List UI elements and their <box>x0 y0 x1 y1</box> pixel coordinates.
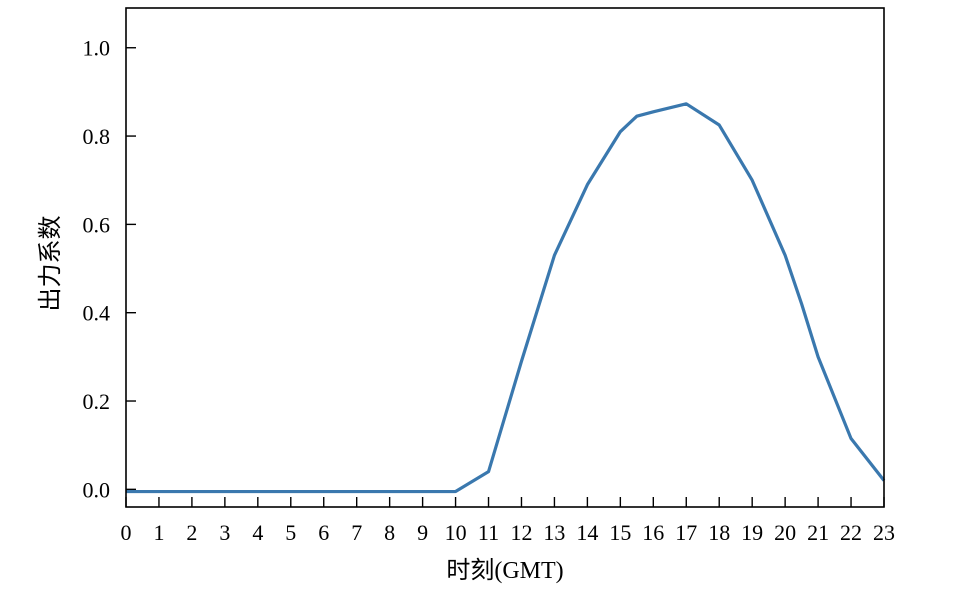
x-tick-label: 15 <box>609 520 631 545</box>
plot-frame <box>125 7 885 508</box>
x-tick-label: 14 <box>576 520 598 545</box>
x-tick-label: 13 <box>543 520 565 545</box>
x-tick-label: 9 <box>417 520 428 545</box>
y-tick-label: 0.8 <box>83 124 111 149</box>
y-tick-label: 0.0 <box>83 477 111 502</box>
x-tick-label: 2 <box>186 520 197 545</box>
x-tick-label: 7 <box>351 520 362 545</box>
x-tick-label: 19 <box>741 520 763 545</box>
series-layer <box>126 102 886 494</box>
x-tick-label: 12 <box>510 520 532 545</box>
y-axis-title: 出力系数 <box>37 216 64 312</box>
y-tick-label: 0.4 <box>83 301 111 326</box>
x-tick-label: 4 <box>252 520 263 545</box>
x-axis-ticks: 0 1 2 3 4 5 6 7 8 9 10 11 12 13 14 15 16 17 18 19 20 21 22 23 <box>121 497 895 545</box>
x-tick-label: 1 <box>153 520 164 545</box>
x-tick-label: 23 <box>873 520 895 545</box>
x-tick-label: 5 <box>285 520 296 545</box>
y-tick-label: 0.6 <box>83 212 111 237</box>
x-tick-label: 21 <box>807 520 829 545</box>
series-line <box>126 102 886 494</box>
y-tick-label: 1.0 <box>83 36 111 61</box>
x-tick-label: 3 <box>219 520 230 545</box>
x-tick-label: 17 <box>675 520 697 545</box>
y-axis-ticks: 0.0 0.2 0.4 0.6 0.8 1.0 <box>83 36 136 502</box>
x-tick-label: 16 <box>642 520 664 545</box>
x-axis-title: 时刻(GMT) <box>446 557 563 584</box>
x-tick-label: 22 <box>840 520 862 545</box>
x-tick-label: 11 <box>478 520 499 545</box>
x-tick-label: 8 <box>384 520 395 545</box>
x-tick-label: 20 <box>774 520 796 545</box>
x-tick-label: 0 <box>121 520 132 545</box>
y-tick-label: 0.2 <box>83 389 111 414</box>
x-tick-label: 18 <box>708 520 730 545</box>
x-tick-label: 10 <box>445 520 467 545</box>
x-tick-label: 6 <box>318 520 329 545</box>
